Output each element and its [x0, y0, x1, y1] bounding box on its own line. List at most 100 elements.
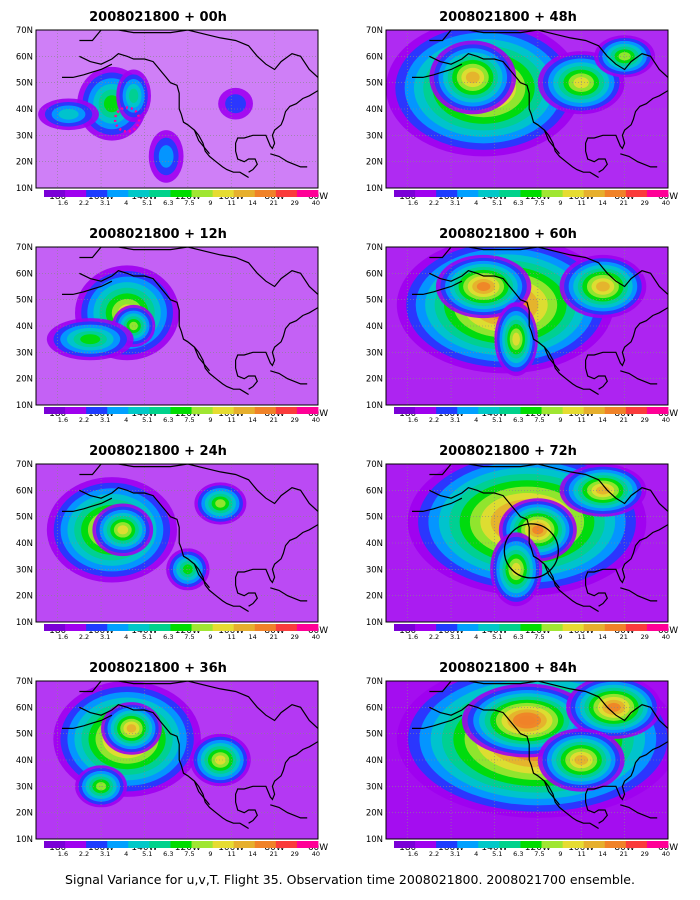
colorbar-swatch: [254, 624, 277, 631]
colorbar-swatch: [562, 841, 585, 848]
colorbar-level-label: 4: [124, 633, 128, 641]
colorbar-swatch: [86, 190, 108, 197]
colorbar-swatch: [149, 190, 171, 197]
colorbar-swatch: [394, 407, 416, 414]
colorbar-level-label: 4: [124, 416, 128, 424]
baja-peninsula: [543, 346, 560, 372]
colorbar-swatch: [233, 190, 256, 197]
lat-tick-label: 70N: [16, 460, 33, 470]
colorbar-swatch: [212, 624, 235, 631]
panel-title: 2008021800 + 84h: [439, 661, 577, 676]
colorbar-level-label: 14: [249, 633, 257, 641]
colorbar-swatch: [65, 407, 87, 414]
baja-peninsula: [543, 129, 560, 155]
contour-blob: [214, 755, 226, 765]
colorbar-level-label: 21: [270, 199, 278, 207]
colorbar-level-label: 4: [124, 199, 128, 207]
colorbar-level-label: 6.3: [163, 199, 173, 207]
colorbar-level-label: 11: [227, 850, 235, 858]
colorbar-swatch: [562, 407, 585, 414]
lat-tick-label: 30N: [366, 348, 383, 358]
colorbar-swatch: [128, 407, 150, 414]
colorbar-level-label: 5.1: [142, 416, 152, 424]
colorbar-level-label: 5.1: [492, 416, 502, 424]
map-plot: 10N20N30N40N50N60N70N180160W140W120W100W…: [16, 460, 328, 641]
colorbar-level-label: 9: [558, 199, 562, 207]
lat-tick-label: 20N: [16, 809, 33, 819]
contour-blob: [117, 525, 129, 535]
colorbar-swatch: [478, 841, 500, 848]
plot-frame: [35, 680, 319, 840]
colorbar-swatch: [541, 407, 564, 414]
colorbar-level-label: 3.1: [100, 416, 110, 424]
colorbar-swatch: [107, 190, 129, 197]
colorbar-level-label: 1.6: [408, 416, 418, 424]
colorbar-swatch: [191, 407, 214, 414]
lat-tick-label: 50N: [16, 79, 33, 89]
colorbar-swatch: [128, 841, 150, 848]
colorbar-swatch: [128, 190, 150, 197]
map-panel: 2008021800 + 12h10N20N30N40N50N60N70N180…: [8, 225, 328, 431]
lat-tick-label: 40N: [366, 105, 383, 115]
colorbar-swatch: [520, 190, 542, 197]
panel-title: 2008021800 + 60h: [439, 227, 577, 242]
colorbar-swatch: [604, 841, 627, 848]
colorbar-swatch: [625, 841, 648, 848]
lat-tick-label: 10N: [16, 401, 33, 411]
contour-blob: [596, 281, 610, 292]
colorbar-level-label: 9: [558, 633, 562, 641]
colorbar-swatch: [583, 841, 606, 848]
colorbar-swatch: [436, 190, 458, 197]
colorbar-swatch: [394, 624, 416, 631]
colorbar-swatch: [562, 624, 585, 631]
contour-blob: [126, 724, 137, 733]
colorbar-swatch: [394, 190, 416, 197]
caribbean-islands: [270, 153, 308, 168]
colorbar-swatch: [646, 190, 669, 197]
plot-frame: [385, 246, 669, 406]
colorbar-level-label: 7.5: [184, 850, 194, 858]
lat-tick-label: 10N: [16, 835, 33, 845]
colorbar-swatch: [625, 624, 648, 631]
colorbar-swatch: [149, 841, 171, 848]
aleutian-islands: [412, 63, 463, 78]
lat-tick-label: 50N: [16, 730, 33, 740]
colorbar-level-label: 21: [620, 850, 628, 858]
lat-tick-label: 40N: [366, 756, 383, 766]
colorbar-swatch: [541, 624, 564, 631]
lat-tick-label: 20N: [366, 375, 383, 385]
plot-frame: [35, 29, 319, 189]
colorbar-level-label: 11: [577, 633, 585, 641]
colorbar-level-label: 2.2: [429, 416, 439, 424]
colorbar-swatch: [233, 624, 256, 631]
colorbar-level-label: 21: [270, 416, 278, 424]
colorbar-level-label: 29: [641, 633, 649, 641]
colorbar-level-label: 21: [620, 633, 628, 641]
contour-blob: [465, 71, 480, 84]
colorbar-level-label: 4: [474, 416, 478, 424]
colorbar-swatch: [562, 190, 585, 197]
colorbar-level-label: 6.3: [163, 416, 173, 424]
lat-tick-label: 70N: [16, 26, 33, 36]
colorbar-swatch: [499, 407, 521, 414]
colorbar-level-label: 40: [662, 633, 670, 641]
colorbar-level-label: 5.1: [142, 850, 152, 858]
colorbar-swatch: [107, 624, 129, 631]
west-coastline: [429, 704, 599, 830]
east-coastline: [235, 90, 318, 173]
colorbar-level-label: 14: [599, 199, 607, 207]
colorbar-level-label: 29: [641, 850, 649, 858]
colorbar-level-label: 4: [124, 850, 128, 858]
west-coastline: [79, 53, 249, 179]
lat-tick-label: 50N: [366, 296, 383, 306]
lat-tick-label: 60N: [16, 486, 33, 496]
map-panel: 2008021800 + 36h10N20N30N40N50N60N70N180…: [8, 659, 328, 865]
colorbar-level-label: 2.2: [79, 416, 89, 424]
lat-tick-label: 70N: [366, 26, 383, 36]
colorbar-level-label: 9: [208, 199, 212, 207]
colorbar-swatch: [625, 407, 648, 414]
colorbar-swatch: [275, 407, 298, 414]
colorbar-level-label: 40: [662, 850, 670, 858]
colorbar-swatch: [436, 407, 458, 414]
colorbar-swatch: [65, 190, 87, 197]
